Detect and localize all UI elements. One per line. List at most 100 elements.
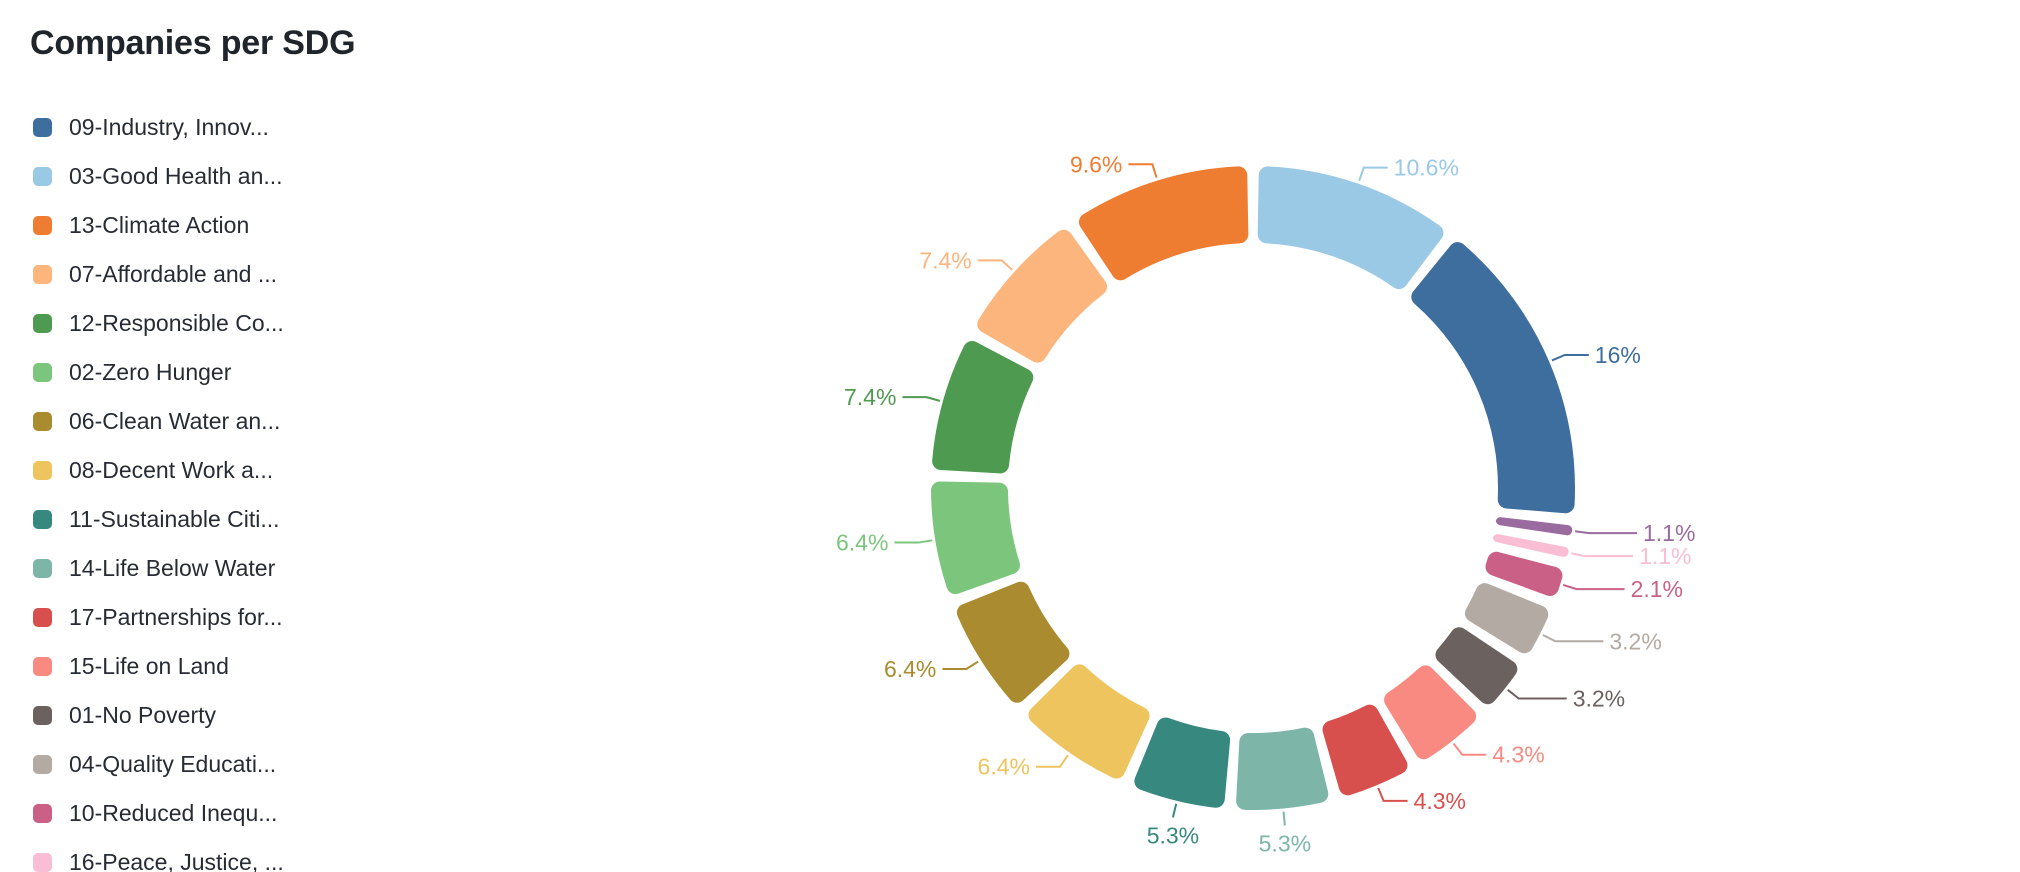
- legend-swatch: [33, 216, 52, 235]
- legend-swatch: [33, 167, 52, 186]
- donut-slice[interactable]: [1257, 166, 1444, 290]
- legend-swatch: [33, 265, 52, 284]
- slice-label: 5.3%: [1147, 822, 1199, 848]
- slice-label: 7.4%: [919, 247, 971, 273]
- legend-swatch: [33, 118, 52, 137]
- legend-swatch: [33, 510, 52, 529]
- legend-swatch: [33, 608, 52, 627]
- legend-item[interactable]: 14-Life Below Water: [33, 544, 284, 593]
- legend-item[interactable]: 07-Affordable and ...: [33, 250, 284, 299]
- donut-slice[interactable]: [977, 229, 1108, 363]
- slice-label-line: [1507, 689, 1567, 700]
- legend-swatch: [33, 706, 52, 725]
- donut-slice[interactable]: [1464, 583, 1549, 654]
- slice-label-line: [1542, 634, 1604, 643]
- legend-swatch: [33, 363, 52, 382]
- legend-label: 17-Partnerships for...: [69, 604, 283, 630]
- legend-item[interactable]: 15-Life on Land: [33, 642, 284, 691]
- legend-label: 09-Industry, Innov...: [69, 114, 269, 140]
- donut-slice[interactable]: [1485, 551, 1563, 596]
- legend-swatch: [33, 804, 52, 823]
- slice-label: 1.1%: [1639, 543, 1691, 569]
- slice-label-line: [1128, 163, 1158, 178]
- slice-label: 4.3%: [1492, 742, 1544, 768]
- slice-label-line: [1377, 787, 1408, 802]
- legend-item[interactable]: 08-Decent Work a...: [33, 446, 284, 495]
- legend-label: 04-Quality Educati...: [69, 751, 277, 777]
- legend-label: 08-Decent Work a...: [69, 457, 274, 483]
- slice-label: 2.1%: [1631, 576, 1683, 602]
- legend-item[interactable]: 01-No Poverty: [33, 691, 284, 740]
- legend-label: 14-Life Below Water: [69, 555, 276, 581]
- donut-slice[interactable]: [1078, 166, 1249, 281]
- donut-slice[interactable]: [1435, 627, 1518, 705]
- legend-item[interactable]: 12-Responsible Co...: [33, 299, 284, 348]
- legend-swatch: [33, 657, 52, 676]
- donut-slice[interactable]: [1495, 517, 1573, 536]
- slice-label: 3.2%: [1573, 686, 1625, 712]
- slice-label-line: [977, 259, 1013, 271]
- legend-swatch: [33, 755, 52, 774]
- legend: 09-Industry, Innov... 03-Good Health an..…: [33, 103, 284, 872]
- slice-label: 4.3%: [1414, 788, 1466, 814]
- slice-label-line: [1452, 743, 1487, 756]
- legend-item[interactable]: 11-Sustainable Citi...: [33, 495, 284, 544]
- donut-slice[interactable]: [1411, 242, 1575, 514]
- slice-label: 10.6%: [1394, 155, 1459, 181]
- slice-label-line: [902, 396, 941, 402]
- slice-label: 9.6%: [1070, 151, 1122, 177]
- slice-label-line: [1282, 811, 1286, 826]
- legend-label: 06-Clean Water an...: [69, 408, 281, 434]
- slice-label: 6.4%: [978, 754, 1030, 780]
- donut-slice[interactable]: [1492, 534, 1569, 557]
- legend-item[interactable]: 03-Good Health an...: [33, 152, 284, 201]
- donut-slice[interactable]: [956, 581, 1070, 703]
- slice-label: 6.4%: [836, 530, 888, 556]
- legend-item[interactable]: 02-Zero Hunger: [33, 348, 284, 397]
- slice-label: 3.2%: [1609, 628, 1661, 654]
- donut-slice[interactable]: [1028, 664, 1150, 779]
- donut-slice[interactable]: [1322, 704, 1408, 796]
- legend-item[interactable]: 06-Clean Water an...: [33, 397, 284, 446]
- legend-item[interactable]: 10-Reduced Inequ...: [33, 789, 284, 838]
- donut-slice[interactable]: [932, 340, 1034, 474]
- slice-label-line: [1171, 803, 1178, 818]
- slice-label-line: [942, 660, 979, 671]
- legend-swatch: [33, 461, 52, 480]
- legend-item[interactable]: 17-Partnerships for...: [33, 593, 284, 642]
- legend-label: 03-Good Health an...: [69, 163, 283, 189]
- slice-label-line: [1571, 552, 1634, 558]
- legend-item[interactable]: 04-Quality Educati...: [33, 740, 284, 789]
- legend-label: 11-Sustainable Citi...: [69, 506, 280, 532]
- legend-label: 01-No Poverty: [69, 702, 217, 728]
- slice-label-line: [894, 539, 933, 544]
- slice-label-line: [1574, 530, 1637, 535]
- legend-label: 13-Climate Action: [69, 212, 250, 238]
- slice-label: 1.1%: [1643, 520, 1695, 546]
- legend-item[interactable]: 13-Climate Action: [33, 201, 284, 250]
- slice-label: 16%: [1595, 342, 1641, 368]
- legend-label: 10-Reduced Inequ...: [69, 800, 278, 826]
- donut-slice[interactable]: [931, 481, 1021, 595]
- donut-slice[interactable]: [1384, 665, 1477, 760]
- legend-item[interactable]: 09-Industry, Innov...: [33, 103, 284, 152]
- legend-swatch: [33, 853, 52, 872]
- legend-swatch: [33, 412, 52, 431]
- legend-swatch: [33, 314, 52, 333]
- legend-swatch: [33, 559, 52, 578]
- legend-label: 15-Life on Land: [69, 653, 229, 679]
- legend-label: 02-Zero Hunger: [69, 359, 232, 385]
- slice-label-line: [1358, 166, 1388, 182]
- donut-slice[interactable]: [1134, 717, 1231, 808]
- slice-label-line: [1562, 583, 1625, 591]
- legend-item[interactable]: 16-Peace, Justice, ...: [33, 838, 284, 872]
- chart-title: Companies per SDG: [30, 24, 356, 62]
- slice-label: 6.4%: [884, 656, 936, 682]
- donut-slice[interactable]: [1236, 727, 1329, 810]
- slice-label-line: [1551, 353, 1589, 362]
- slice-label: 5.3%: [1259, 831, 1311, 857]
- slice-label-line: [1035, 754, 1069, 768]
- legend-label: 07-Affordable and ...: [69, 261, 277, 287]
